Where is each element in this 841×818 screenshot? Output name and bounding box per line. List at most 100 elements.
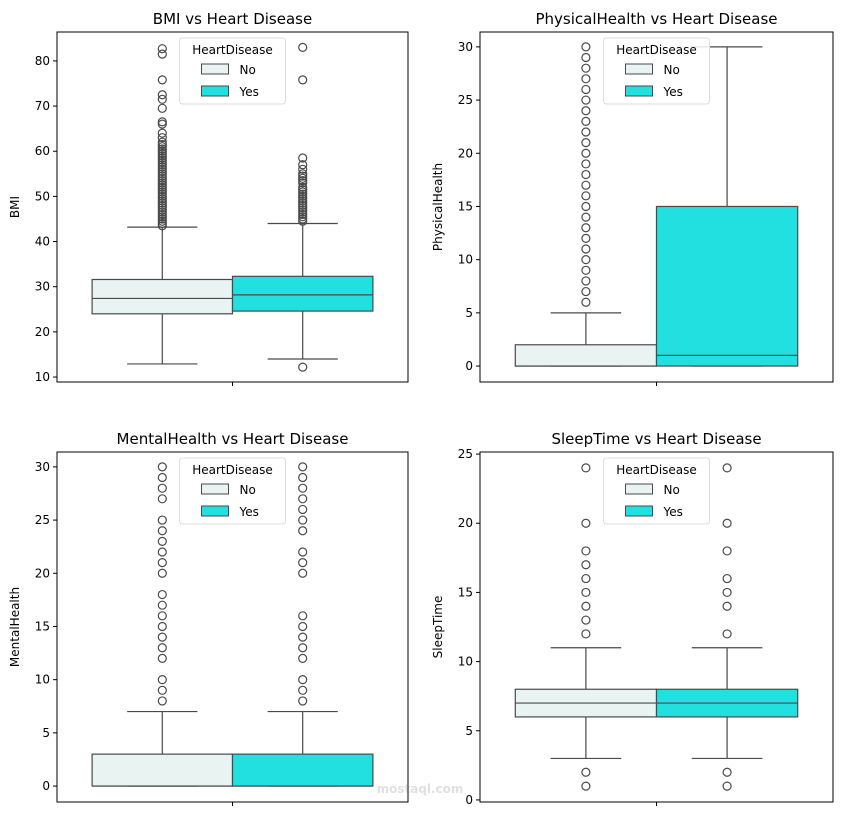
outlier-point	[298, 568, 308, 578]
outlier-point	[298, 685, 308, 695]
outlier-point	[581, 276, 591, 286]
outlier-point	[298, 653, 308, 663]
y-tick-label: 15	[35, 619, 50, 633]
outlier-point	[157, 621, 167, 632]
outlier-point	[298, 182, 308, 192]
legend: HeartDisease No Yes	[603, 457, 710, 525]
box-yes	[655, 463, 799, 791]
subplot-title: SleepTime vs Heart Disease	[551, 430, 761, 448]
outlier-point	[298, 42, 308, 52]
outlier-point	[722, 781, 732, 791]
y-tick-label: 10	[458, 253, 473, 267]
outlier-point	[157, 536, 167, 546]
outlier-point	[157, 558, 167, 568]
outlier-point	[722, 463, 732, 473]
legend-label-yes: Yes	[239, 85, 259, 99]
box-no	[91, 462, 234, 787]
box-iqr	[514, 344, 658, 367]
outlier-point	[298, 696, 308, 706]
y-axis-label: MentalHealth	[8, 587, 22, 667]
outlier-point	[298, 169, 308, 179]
y-tick-label: 50	[35, 189, 50, 203]
outlier-point	[157, 75, 167, 85]
outlier-point	[581, 233, 591, 243]
outlier-point	[157, 600, 167, 610]
outlier-point	[722, 573, 732, 584]
outlier-point	[581, 601, 591, 611]
legend-swatch-no	[201, 483, 229, 495]
legend-title: HeartDisease	[192, 43, 273, 57]
outlier-point	[298, 504, 308, 515]
y-tick-label: 10	[35, 370, 50, 384]
y-tick-label: 5	[465, 724, 473, 738]
subplot-title: MentalHealth vs Heart Disease	[117, 430, 349, 448]
outlier-point	[581, 138, 591, 148]
legend-label-yes: Yes	[663, 505, 683, 519]
y-tick-label: 20	[458, 516, 473, 530]
legend-title: HeartDisease	[616, 43, 697, 57]
outlier-point	[157, 526, 167, 536]
legend: HeartDisease No Yes	[603, 37, 710, 105]
outlier-point	[581, 463, 591, 473]
legend-swatch-yes	[201, 85, 229, 97]
outlier-point	[298, 515, 308, 525]
outlier-point	[581, 191, 591, 201]
legend-label-no: No	[240, 483, 256, 497]
watermark-logo: mostaql.com	[377, 782, 464, 796]
legend-swatch-no	[201, 63, 229, 75]
outlier-point	[157, 133, 167, 143]
y-tick-label: 30	[35, 460, 50, 474]
outlier-point	[298, 621, 308, 632]
legend: HeartDisease No Yes	[179, 37, 286, 105]
y-tick-label: 80	[35, 54, 50, 68]
box-iqr	[231, 753, 374, 787]
outlier-point	[157, 103, 167, 113]
legend-title: HeartDisease	[192, 463, 273, 477]
legend-label-yes: Yes	[663, 85, 683, 99]
y-tick-label: 15	[458, 585, 473, 599]
subplot-2: PhysicalHealth vs Heart Disease 0 5 10 15 20 2…	[431, 10, 834, 386]
y-tick-label: 15	[458, 199, 473, 213]
outlier-point	[581, 106, 591, 116]
outlier-point	[157, 611, 167, 621]
subplot-3: MentalHealth vs Heart Disease 0 5 10 15 20 25 3…	[8, 430, 409, 806]
outlier-point	[157, 568, 167, 578]
y-tick-label: 5	[42, 726, 50, 740]
outlier-point	[581, 781, 591, 791]
legend-swatch-yes	[201, 505, 229, 517]
outlier-point	[157, 547, 167, 557]
outlier-point	[298, 675, 308, 685]
y-tick-label: 20	[35, 325, 50, 339]
watermark-text: mostaql.com	[377, 782, 464, 796]
legend: HeartDisease No Yes	[179, 457, 286, 525]
outlier-point	[298, 547, 308, 557]
outlier-point	[722, 767, 732, 777]
outlier-point	[157, 653, 167, 663]
outlier-point	[298, 362, 308, 372]
box-yes	[655, 46, 799, 367]
y-tick-label: 10	[35, 673, 50, 687]
outlier-point	[581, 201, 591, 212]
outlier-point	[157, 128, 167, 138]
outlier-point	[157, 515, 167, 525]
subplot-4: SleepTime vs Heart Disease 0 5 10 15 20 25 Slee…	[431, 430, 834, 807]
y-tick-label: 60	[35, 144, 50, 158]
outlier-point	[581, 518, 591, 528]
outlier-point	[298, 153, 308, 163]
outlier-point	[298, 164, 308, 174]
outlier-point	[722, 587, 732, 598]
outlier-point	[581, 212, 591, 222]
outlier-point	[581, 74, 591, 84]
outlier-point	[157, 696, 167, 706]
legend-swatch-yes	[625, 505, 653, 517]
outlier-point	[298, 526, 308, 536]
outlier-point	[581, 560, 591, 570]
y-tick-label: 30	[458, 40, 473, 54]
legend-swatch-no	[625, 483, 653, 495]
y-tick-label: 10	[458, 655, 473, 669]
outlier-point	[157, 632, 167, 642]
outlier-point	[581, 286, 591, 297]
outlier-point	[581, 767, 591, 777]
outlier-point	[157, 589, 167, 600]
